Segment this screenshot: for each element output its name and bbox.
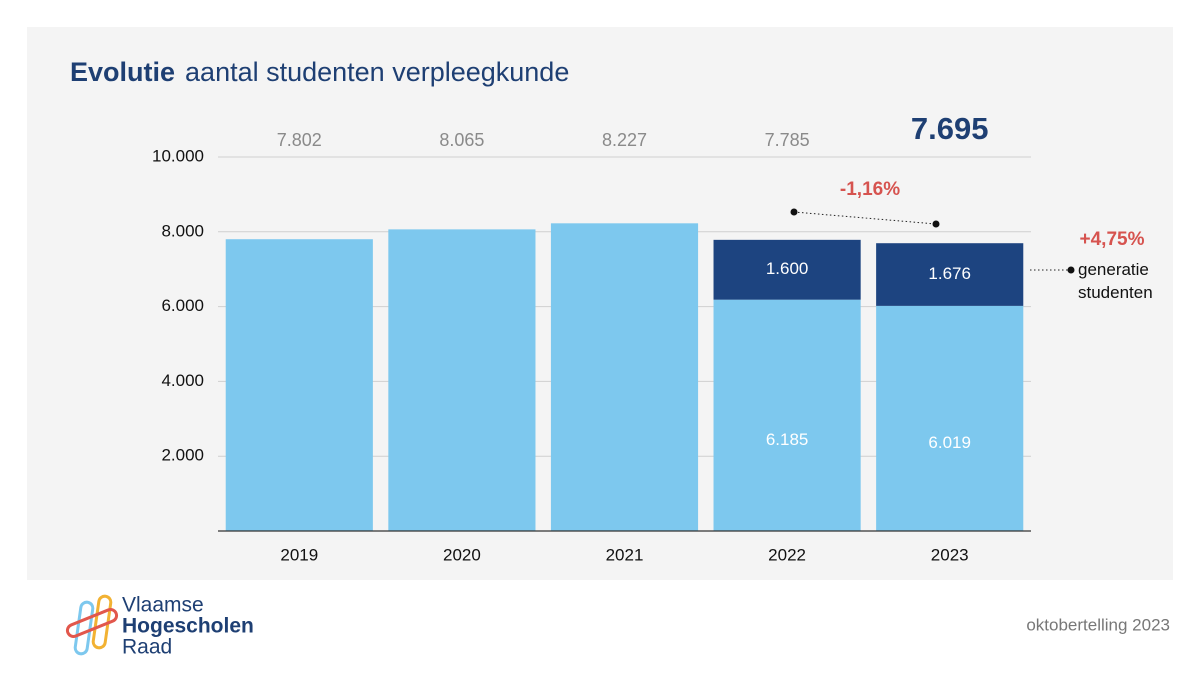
total-label: 8.227 (602, 130, 647, 150)
chart-title: Evolutie aantal studenten verpleegkunde (70, 57, 569, 87)
annotation-dot (932, 220, 940, 228)
y-tick-label: 10.000 (152, 146, 204, 165)
y-tick-label: 6.000 (161, 296, 204, 315)
title-bold: Evolutie (70, 57, 175, 87)
bar (713, 239, 861, 300)
bar (876, 305, 1024, 531)
legend-dot (1067, 266, 1075, 274)
bar (550, 223, 699, 532)
total-label: 7.695 (911, 111, 989, 146)
annotation: -1,16% (840, 179, 900, 200)
y-tick-label: 2.000 (161, 446, 204, 465)
total-label: 8.065 (439, 130, 484, 150)
annotation: +4,75% (1080, 229, 1145, 250)
logo-text: Raad (122, 636, 172, 659)
plot: 2.000 4.000 6.000 8.000 10.000 2019 7.802 2020 8… (152, 111, 1031, 564)
x-tick-label: 2020 (443, 545, 481, 564)
bar (713, 299, 861, 531)
bar-label: 1.676 (928, 264, 971, 283)
x-tick-label: 2022 (768, 545, 806, 564)
annotation-dot (790, 208, 798, 216)
total-label: 7.802 (277, 130, 322, 150)
x-tick-label: 2019 (280, 545, 318, 564)
logo-mark (65, 594, 119, 656)
y-tick-label: 8.000 (161, 221, 204, 240)
logo-text: Vlaamse (122, 594, 204, 617)
bar (225, 239, 373, 531)
bar (876, 243, 1024, 306)
title-rest: aantal studenten verpleegkunde (185, 57, 569, 87)
bar-label: 1.600 (766, 259, 809, 278)
y-tick-label: 4.000 (161, 371, 204, 390)
bar-label: 6.019 (928, 433, 971, 452)
bar (388, 229, 536, 531)
logo-text: Hogescholen (122, 615, 254, 638)
legend-entry: generatie studenten (1078, 260, 1153, 302)
x-tick-label: 2021 (606, 545, 644, 564)
bar-label: 6.185 (766, 430, 809, 449)
footer-note: oktobertelling 2023 (1026, 615, 1170, 634)
x-tick-label: 2023 (931, 545, 969, 564)
total-label: 7.785 (765, 130, 810, 150)
